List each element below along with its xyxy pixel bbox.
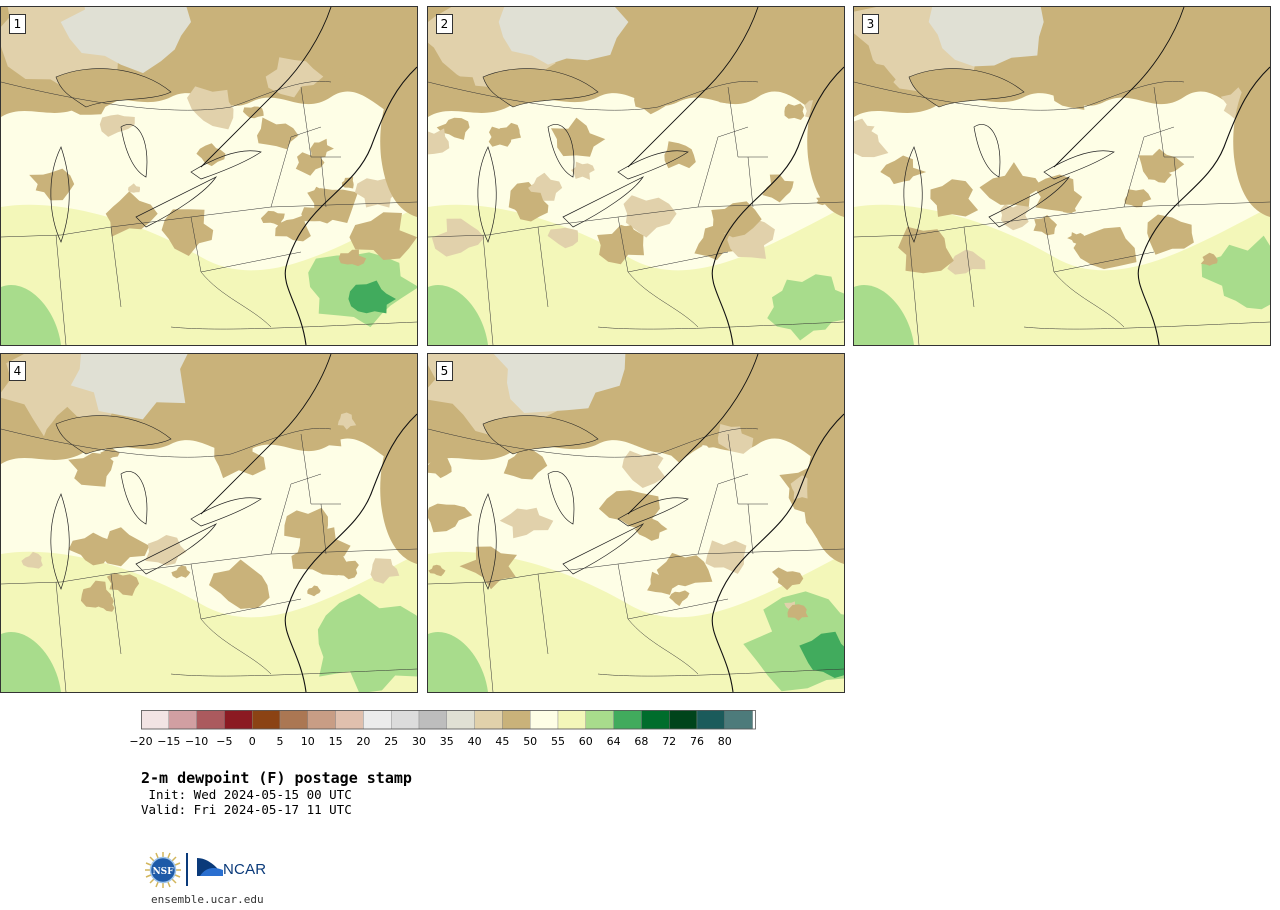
panel-number-label: 4 — [9, 361, 26, 381]
dewpoint-map-3 — [854, 7, 1270, 345]
nsf-logo-text: NSF — [152, 867, 174, 877]
colorbar-tick-label: 72 — [662, 735, 677, 748]
dewpoint-map-1 — [1, 7, 417, 345]
colorbar-swatch — [585, 710, 614, 730]
colorbar-tick-label: 5 — [276, 735, 284, 748]
colorbar-tick-label: −20 — [129, 735, 153, 748]
dewpoint-map-4 — [1, 354, 417, 692]
panel-number-label: 5 — [436, 361, 453, 381]
colorbar-tick-label: 40 — [467, 735, 482, 748]
nsf-logo-icon: NSF — [145, 852, 181, 888]
colorbar-swatch — [613, 710, 642, 730]
init-time: Init: Wed 2024-05-15 00 UTC — [141, 787, 352, 802]
colorbar-swatch — [724, 710, 753, 730]
colorbar-swatch — [168, 710, 197, 730]
colorbar-swatch — [363, 710, 392, 730]
colorbar-swatch — [307, 710, 336, 730]
forecast-map-panel-4: 4 — [0, 353, 418, 693]
colorbar-swatch — [141, 710, 169, 730]
colorbar-tick-label: 25 — [384, 735, 399, 748]
colorbar-swatch — [335, 710, 364, 730]
colorbar-swatch — [696, 710, 725, 730]
colorbar-tick-label: −10 — [184, 735, 209, 748]
colorbar-tick-label: 60 — [578, 735, 593, 748]
colorbar-tick-label: 80 — [717, 735, 732, 748]
colorbar-tick-label: 10 — [300, 735, 315, 748]
site-url: ensemble.ucar.edu — [151, 893, 264, 906]
valid-time: Valid: Fri 2024-05-17 11 UTC — [141, 802, 352, 817]
colorbar-swatch — [390, 710, 420, 730]
colorbar-swatch — [669, 710, 698, 730]
colorbar-tick-label: 68 — [634, 735, 649, 748]
colorbar-tick-label: 55 — [551, 735, 565, 748]
colorbar-swatch — [224, 710, 253, 730]
logo-divider — [186, 853, 188, 886]
colorbar-tick-label: 76 — [690, 735, 704, 748]
colorbar-swatch — [474, 710, 503, 730]
dewpoint-map-5 — [428, 354, 844, 692]
dewpoint-map-2 — [428, 7, 844, 345]
panel-number-label: 3 — [862, 14, 879, 34]
colorbar-tick-label: 20 — [356, 735, 371, 748]
chart-title: 2-m dewpoint (F) postage stamp — [141, 769, 412, 787]
panel-number-label: 1 — [9, 14, 26, 34]
colorbar-tick-label: −5 — [216, 735, 233, 748]
colorbar-tick-label: 50 — [523, 735, 538, 748]
colorbar-tick-label: 45 — [495, 735, 510, 748]
colorbar-swatch — [251, 710, 281, 730]
forecast-map-panel-3: 3 — [853, 6, 1271, 346]
panel-number-label: 2 — [436, 14, 453, 34]
colorbar-swatch — [279, 710, 308, 730]
forecast-map-panel-5: 5 — [427, 353, 845, 693]
colorbar-swatch — [502, 710, 531, 730]
colorbar — [141, 710, 756, 730]
colorbar-tick-label: 64 — [606, 735, 621, 748]
forecast-map-panel-2: 2 — [427, 6, 845, 346]
colorbar-swatch — [530, 710, 559, 730]
colorbar-tick-label: 15 — [328, 735, 343, 748]
colorbar-swatch — [557, 710, 586, 730]
colorbar-swatch — [641, 710, 670, 730]
colorbar-swatch — [196, 710, 225, 730]
colorbar-tick-label: 30 — [412, 735, 426, 748]
colorbar-tick-label: 0 — [248, 735, 256, 748]
forecast-map-panel-1: 1 — [0, 6, 418, 346]
ncar-logo-text: NCAR — [223, 861, 267, 878]
colorbar-swatch — [418, 710, 447, 730]
ncar-logo-icon — [197, 858, 223, 876]
colorbar-tick-label: 35 — [439, 735, 454, 748]
colorbar-tick-label: −15 — [157, 735, 181, 748]
colorbar-swatch — [446, 710, 475, 730]
